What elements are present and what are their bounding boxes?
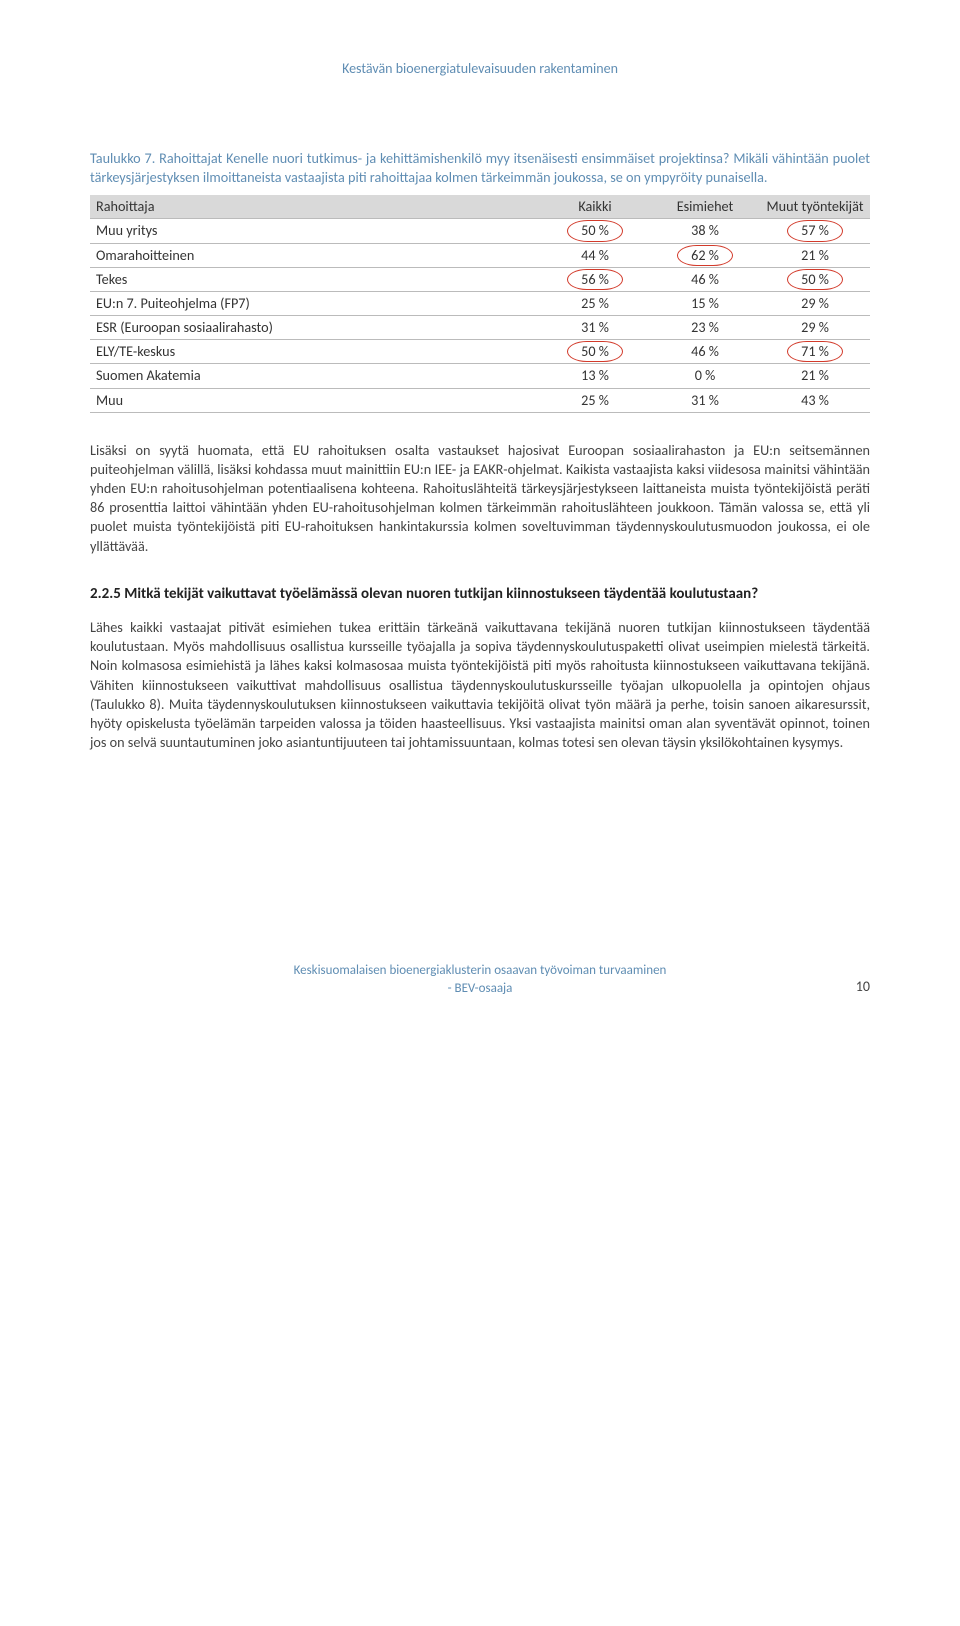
cell-value: 44 % [540, 243, 650, 267]
cell-value: 25 % [540, 291, 650, 315]
plain-value: 38 % [679, 221, 731, 240]
table-row: Muu yritys 50 % 38 % 57 % [90, 219, 870, 243]
cell-value: 0 % [650, 364, 760, 388]
paragraph-2: Lähes kaikki vastaajat pitivät esimiehen… [90, 618, 870, 752]
table-row: EU:n 7. Puiteohjelma (FP7) 25 % 15 % 29 % [90, 291, 870, 315]
cell-value: 13 % [540, 364, 650, 388]
section-heading: 2.2.5 Mitkä tekijät vaikuttavat työelämä… [90, 584, 870, 604]
table-header-row: Rahoittaja Kaikki Esimiehet Muut työntek… [90, 195, 870, 219]
plain-value: 44 % [569, 246, 621, 265]
plain-value: 31 % [679, 391, 731, 410]
plain-value: 0 % [683, 366, 728, 385]
row-label: EU:n 7. Puiteohjelma (FP7) [90, 291, 540, 315]
cell-value: 31 % [650, 388, 760, 412]
cell-value: 50 % [760, 267, 870, 291]
circled-value: 71 % [789, 342, 841, 361]
row-label: ELY/TE-keskus [90, 340, 540, 364]
plain-value: 23 % [679, 318, 731, 337]
circled-value: 50 % [569, 342, 621, 361]
cell-value: 57 % [760, 219, 870, 243]
circled-value: 57 % [789, 221, 841, 240]
plain-value: 29 % [789, 294, 841, 313]
plain-value: 25 % [569, 391, 621, 410]
col-rahoittaja: Rahoittaja [90, 195, 540, 219]
table-row: Suomen Akatemia 13 % 0 % 21 % [90, 364, 870, 388]
table-row: ELY/TE-keskus 50 % 46 % 71 % [90, 340, 870, 364]
circled-value: 62 % [679, 246, 731, 265]
col-kaikki: Kaikki [540, 195, 650, 219]
row-label: ESR (Euroopan sosiaalirahasto) [90, 316, 540, 340]
paragraph-1: Lisäksi on syytä huomata, että EU rahoit… [90, 441, 870, 556]
row-label: Tekes [90, 267, 540, 291]
cell-value: 21 % [760, 364, 870, 388]
cell-value: 62 % [650, 243, 760, 267]
page-number: 10 [856, 978, 870, 997]
plain-value: 46 % [679, 270, 731, 289]
plain-value: 21 % [789, 366, 841, 385]
cell-value: 15 % [650, 291, 760, 315]
row-label: Suomen Akatemia [90, 364, 540, 388]
table-row: Omarahoitteinen 44 % 62 % 21 % [90, 243, 870, 267]
page-header: Kestävän bioenergiatulevaisuuden rakenta… [90, 60, 870, 79]
cell-value: 71 % [760, 340, 870, 364]
footer-line-2: - BEV-osaaja [90, 980, 870, 998]
circled-value: 56 % [569, 270, 621, 289]
plain-value: 13 % [569, 366, 621, 385]
table-row: ESR (Euroopan sosiaalirahasto) 31 % 23 % 29… [90, 316, 870, 340]
col-muut: Muut työntekijät [760, 195, 870, 219]
cell-value: 29 % [760, 291, 870, 315]
plain-value: 31 % [569, 318, 621, 337]
funding-table: Rahoittaja Kaikki Esimiehet Muut työntek… [90, 195, 870, 413]
row-label: Muu [90, 388, 540, 412]
row-label: Muu yritys [90, 219, 540, 243]
cell-value: 21 % [760, 243, 870, 267]
plain-value: 15 % [679, 294, 731, 313]
plain-value: 46 % [679, 342, 731, 361]
plain-value: 25 % [569, 294, 621, 313]
row-label: Omarahoitteinen [90, 243, 540, 267]
col-esimiehet: Esimiehet [650, 195, 760, 219]
circled-value: 50 % [789, 270, 841, 289]
cell-value: 43 % [760, 388, 870, 412]
plain-value: 43 % [789, 391, 841, 410]
cell-value: 31 % [540, 316, 650, 340]
circled-value: 50 % [569, 221, 621, 240]
cell-value: 46 % [650, 340, 760, 364]
cell-value: 50 % [540, 340, 650, 364]
cell-value: 25 % [540, 388, 650, 412]
cell-value: 38 % [650, 219, 760, 243]
plain-value: 21 % [789, 246, 841, 265]
table-row: Muu 25 % 31 % 43 % [90, 388, 870, 412]
cell-value: 50 % [540, 219, 650, 243]
plain-value: 29 % [789, 318, 841, 337]
cell-value: 29 % [760, 316, 870, 340]
cell-value: 46 % [650, 267, 760, 291]
table-row: Tekes 56 % 46 % 50 % [90, 267, 870, 291]
cell-value: 56 % [540, 267, 650, 291]
footer-line-1: Keskisuomalaisen bioenergiaklusterin osa… [90, 962, 870, 980]
cell-value: 23 % [650, 316, 760, 340]
page-footer: Keskisuomalaisen bioenergiaklusterin osa… [90, 962, 870, 997]
table-caption: Taulukko 7. Rahoittajat Kenelle nuori tu… [90, 149, 870, 187]
